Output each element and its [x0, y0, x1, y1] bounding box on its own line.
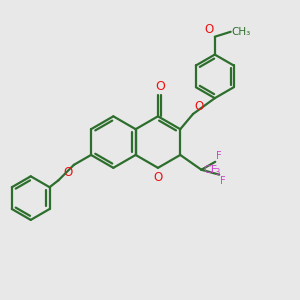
- Text: O: O: [153, 171, 163, 184]
- Text: F: F: [220, 176, 226, 186]
- Text: O: O: [155, 80, 165, 92]
- Text: O: O: [64, 166, 73, 179]
- Text: CH₃: CH₃: [232, 27, 251, 37]
- Text: 3: 3: [214, 168, 220, 177]
- Text: CF: CF: [203, 165, 218, 175]
- Text: O: O: [205, 23, 214, 36]
- Text: O: O: [194, 100, 203, 113]
- Text: F: F: [216, 151, 222, 161]
